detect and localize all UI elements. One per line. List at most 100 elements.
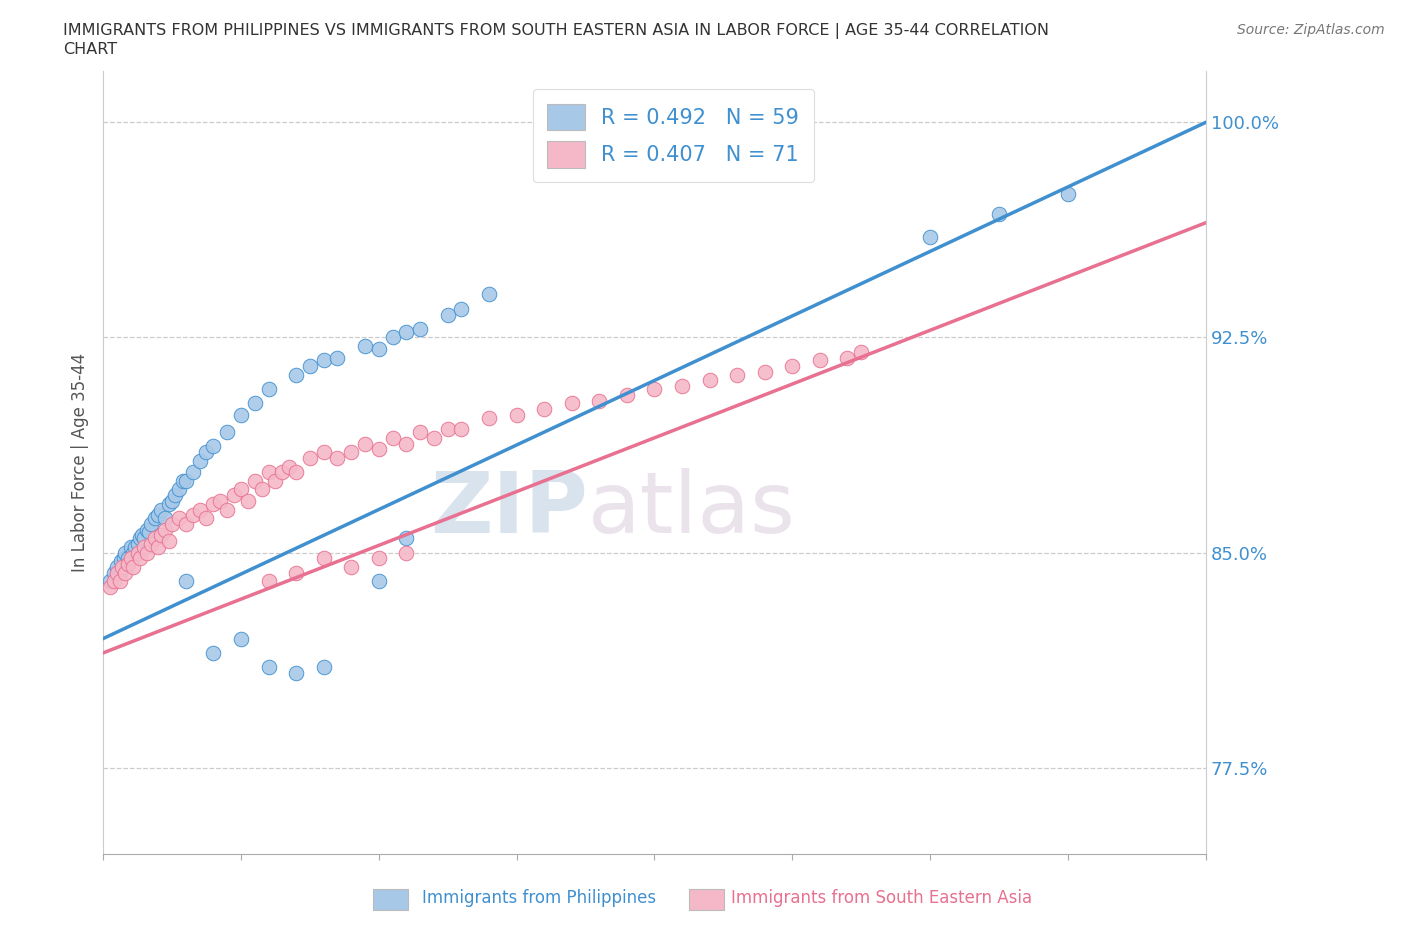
Point: [340, 445, 363, 459]
Point: [160, 494, 183, 509]
Point: [533, 402, 555, 417]
Point: [103, 565, 125, 580]
Point: [217, 425, 239, 440]
Point: [849, 344, 872, 359]
Point: [326, 450, 349, 465]
Point: [108, 565, 131, 580]
Point: [257, 659, 280, 674]
Point: [505, 407, 527, 422]
Point: [271, 465, 294, 480]
Point: [167, 511, 190, 525]
Point: [450, 422, 472, 437]
Point: [153, 511, 176, 525]
Point: [436, 307, 458, 322]
Point: [808, 353, 831, 368]
Point: [114, 545, 136, 560]
Point: [98, 574, 121, 589]
Point: [250, 482, 273, 497]
Point: [188, 502, 211, 517]
Point: [112, 551, 135, 565]
Point: [837, 350, 859, 365]
Point: [120, 539, 142, 554]
Point: [312, 551, 335, 565]
Point: [122, 560, 145, 575]
Point: [148, 508, 170, 523]
Point: [243, 473, 266, 488]
Point: [725, 367, 748, 382]
Point: [105, 560, 128, 575]
Point: [222, 487, 245, 502]
Point: [136, 545, 159, 560]
Point: [312, 353, 335, 368]
Point: [312, 659, 335, 674]
Point: [145, 511, 167, 525]
Point: [117, 556, 139, 571]
Point: [209, 494, 232, 509]
Point: [167, 482, 190, 497]
Point: [395, 531, 418, 546]
Point: [150, 502, 173, 517]
Point: [395, 545, 418, 560]
Point: [243, 396, 266, 411]
Legend: R = 0.492   N = 59, R = 0.407   N = 71: R = 0.492 N = 59, R = 0.407 N = 71: [533, 89, 814, 182]
Point: [141, 516, 163, 531]
Point: [354, 339, 377, 353]
Point: [129, 551, 152, 565]
Point: [157, 497, 180, 512]
Point: [367, 574, 389, 589]
Text: Immigrants from South Eastern Asia: Immigrants from South Eastern Asia: [731, 889, 1032, 907]
Point: [157, 534, 180, 549]
Point: [436, 422, 458, 437]
Point: [98, 579, 121, 594]
Point: [643, 381, 665, 396]
Point: [478, 287, 501, 302]
Point: [780, 359, 803, 374]
Point: [138, 525, 160, 540]
Point: [136, 522, 159, 537]
Point: [478, 410, 501, 425]
Text: atlas: atlas: [588, 468, 796, 551]
Point: [134, 531, 156, 546]
Point: [163, 487, 186, 502]
Text: Immigrants from Philippines: Immigrants from Philippines: [422, 889, 657, 907]
Point: [229, 631, 252, 646]
Text: Source: ZipAtlas.com: Source: ZipAtlas.com: [1237, 23, 1385, 37]
Point: [298, 359, 321, 374]
Point: [195, 445, 218, 459]
Point: [236, 494, 259, 509]
Point: [285, 465, 308, 480]
Point: [381, 431, 404, 445]
Point: [114, 565, 136, 580]
Point: [285, 666, 308, 681]
Point: [285, 367, 308, 382]
Point: [381, 330, 404, 345]
Point: [188, 453, 211, 468]
Point: [134, 539, 156, 554]
Text: CHART: CHART: [63, 42, 117, 57]
Point: [616, 388, 638, 403]
Point: [409, 322, 432, 337]
Point: [340, 560, 363, 575]
Point: [111, 560, 134, 575]
Point: [153, 522, 176, 537]
Point: [122, 545, 145, 560]
Point: [326, 350, 349, 365]
Point: [561, 396, 583, 411]
Text: ZIP: ZIP: [430, 468, 588, 551]
Point: [129, 531, 152, 546]
Point: [174, 473, 197, 488]
Point: [1056, 187, 1078, 202]
Point: [160, 516, 183, 531]
Point: [229, 482, 252, 497]
Y-axis label: In Labor Force | Age 35-44: In Labor Force | Age 35-44: [72, 352, 89, 572]
Point: [367, 551, 389, 565]
Point: [217, 502, 239, 517]
Point: [174, 574, 197, 589]
Point: [671, 379, 693, 393]
Point: [298, 450, 321, 465]
Point: [367, 341, 389, 356]
Point: [257, 381, 280, 396]
Point: [264, 473, 287, 488]
Point: [141, 537, 163, 551]
Point: [202, 645, 225, 660]
